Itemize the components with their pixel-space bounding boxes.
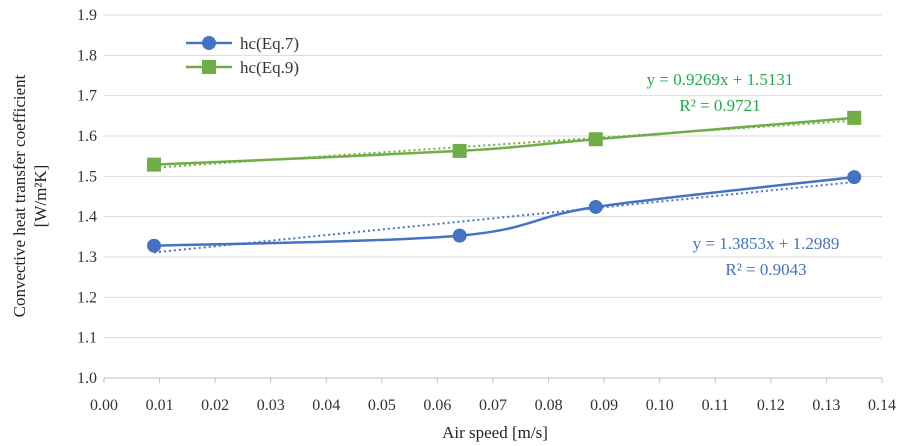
x-tick-label-0.11: 0.11	[702, 397, 729, 414]
x-tick-label-0.02: 0.02	[201, 397, 229, 414]
point-eq9-3	[847, 110, 862, 125]
legend-label-eq9: hc(Eq.9)	[240, 58, 299, 77]
y-axis-title-line1: Convective heat transfer coefficient	[10, 74, 29, 317]
y-tick-label-1.9: 1.9	[77, 7, 97, 24]
trendlines	[153, 119, 855, 254]
x-tick-label-0.07: 0.07	[479, 397, 507, 414]
trendline-eq9-equation: y = 0.9269x + 1.5131	[647, 70, 794, 89]
legend-label-eq7: hc(Eq.7)	[240, 34, 299, 53]
y-tick-label-1.4: 1.4	[77, 209, 97, 226]
legend-marker-eq9	[202, 60, 216, 74]
series-lines	[153, 116, 855, 247]
point-eq9-0	[147, 157, 162, 172]
point-eq7-0	[147, 238, 162, 253]
point-eq7-1	[452, 228, 467, 243]
x-tick-label-0.13: 0.13	[812, 397, 840, 414]
trendline-eq7-equation: y = 1.3853x + 1.2989	[693, 234, 840, 253]
x-tick-label-0.03: 0.03	[257, 397, 285, 414]
legend-marker-eq7	[202, 36, 216, 50]
x-tick-label-0.08: 0.08	[535, 397, 563, 414]
y-tick-label-1.0: 1.0	[77, 370, 97, 387]
point-eq9-1	[452, 143, 467, 158]
trendline-eq7	[153, 181, 855, 254]
y-tick-label-1.6: 1.6	[77, 128, 97, 145]
y-tick-label-1.7: 1.7	[77, 88, 97, 105]
markers	[147, 110, 862, 253]
gridlines	[104, 14, 882, 339]
x-tick-label-0.06: 0.06	[423, 397, 451, 414]
y-tick-label-1.1: 1.1	[77, 330, 97, 347]
point-eq7-3	[847, 170, 862, 185]
point-eq9-2	[588, 132, 603, 147]
y-axis: 1.0 1.1 1.2 1.3 1.4 1.5 1.6 1.7 1.8 1.9	[77, 7, 97, 387]
y-tick-label-1.2: 1.2	[77, 289, 97, 306]
x-tick-label-0.01: 0.01	[146, 397, 174, 414]
trendline-eq7-r2: R² = 0.9043	[725, 260, 806, 279]
x-axis: 0.00 0.01 0.02 0.03 0.04 0.05 0.06 0.07 0.08 0.09…	[90, 377, 896, 414]
x-tick-label-0.12: 0.12	[757, 397, 785, 414]
x-tick-label-0.05: 0.05	[368, 397, 396, 414]
series-line-eq7	[153, 175, 855, 247]
point-eq7-2	[588, 199, 603, 214]
trendline-eq9-r2: R² = 0.9721	[679, 96, 760, 115]
y-tick-label-1.8: 1.8	[77, 47, 97, 64]
x-tick-label-0.04: 0.04	[312, 397, 340, 414]
x-tick-label-0.00: 0.00	[90, 397, 118, 414]
x-tick-label-0.10: 0.10	[646, 397, 674, 414]
x-axis-title: Air speed [m/s]	[442, 423, 548, 442]
series-line-eq9	[153, 116, 855, 166]
x-tick-label-0.14: 0.14	[868, 397, 896, 414]
legend: hc(Eq.7) hc(Eq.9)	[186, 34, 299, 77]
x-tick-label-0.09: 0.09	[590, 397, 618, 414]
y-tick-label-1.3: 1.3	[77, 249, 97, 266]
y-tick-label-1.5: 1.5	[77, 168, 97, 185]
y-axis-title-line2: [W/m²K]	[31, 165, 50, 228]
